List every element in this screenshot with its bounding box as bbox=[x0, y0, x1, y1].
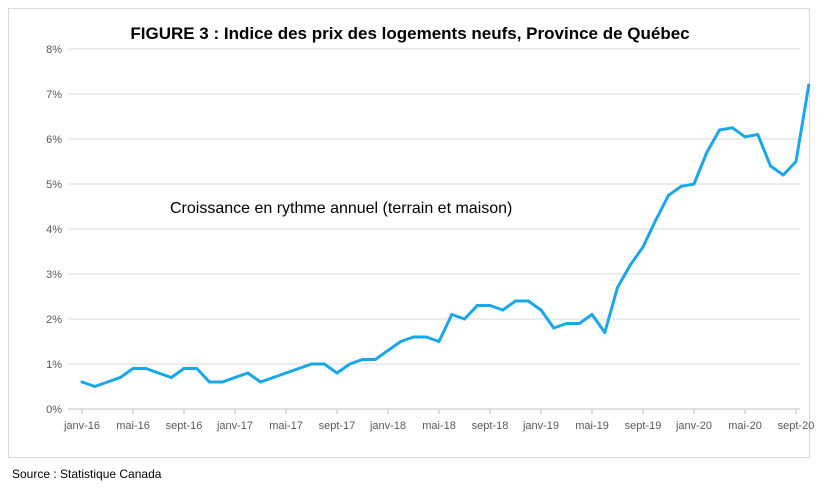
x-tick-label: mai-18 bbox=[422, 420, 456, 432]
y-tick-label: 4% bbox=[46, 224, 62, 236]
x-tick-label: sept-20 bbox=[778, 420, 815, 432]
data-point bbox=[361, 358, 364, 361]
data-point bbox=[157, 371, 160, 375]
data-point bbox=[475, 304, 479, 307]
data-point bbox=[310, 362, 313, 366]
data-point bbox=[399, 340, 403, 343]
data-point bbox=[284, 371, 288, 375]
series-line bbox=[81, 84, 811, 388]
y-tick-label: 6% bbox=[46, 134, 62, 146]
data-point bbox=[667, 193, 670, 197]
y-tick-label: 2% bbox=[46, 314, 62, 326]
data-point bbox=[220, 380, 224, 384]
data-point bbox=[807, 83, 811, 87]
data-point bbox=[692, 182, 696, 186]
data-point bbox=[144, 367, 148, 370]
data-point bbox=[463, 317, 466, 321]
y-tick-label: 7% bbox=[46, 89, 62, 101]
data-point bbox=[131, 367, 135, 370]
y-tick-label: 5% bbox=[46, 179, 62, 191]
data-point bbox=[488, 304, 492, 307]
data-point bbox=[730, 126, 734, 130]
chart-annotation: Croissance en rythme annuel (terrain et … bbox=[170, 200, 513, 217]
data-point bbox=[246, 371, 250, 375]
x-tick-label: sept-19 bbox=[625, 420, 662, 432]
data-point bbox=[412, 335, 415, 339]
data-point bbox=[641, 245, 645, 249]
data-point bbox=[628, 263, 632, 267]
data-point bbox=[552, 326, 556, 330]
data-point bbox=[769, 164, 772, 168]
data-point bbox=[118, 376, 122, 379]
data-point bbox=[233, 376, 237, 379]
x-tick-label: mai-19 bbox=[575, 420, 609, 432]
chart-frame bbox=[8, 8, 810, 458]
data-point bbox=[590, 313, 594, 316]
data-point bbox=[373, 358, 377, 361]
data-point bbox=[195, 367, 199, 370]
data-point bbox=[743, 135, 747, 139]
y-tick-label: 1% bbox=[46, 359, 62, 371]
x-tick-label: janv-17 bbox=[216, 420, 253, 432]
data-point bbox=[679, 184, 683, 188]
data-point bbox=[348, 362, 352, 366]
data-point bbox=[756, 133, 760, 136]
data-point bbox=[271, 376, 275, 379]
y-tick-label: 0% bbox=[46, 404, 62, 416]
x-tick-label: janv-18 bbox=[369, 420, 406, 432]
data-point bbox=[705, 151, 709, 154]
source-note: Source : Statistique Canada bbox=[12, 467, 162, 481]
x-tick-label: sept-18 bbox=[472, 420, 509, 432]
data-point bbox=[437, 340, 441, 343]
data-point bbox=[169, 376, 173, 379]
x-tick-label: mai-16 bbox=[116, 420, 150, 432]
y-tick-label: 8% bbox=[46, 44, 62, 56]
x-tick-label: sept-16 bbox=[166, 420, 203, 432]
x-tick-label: janv-16 bbox=[63, 420, 100, 432]
data-point bbox=[526, 299, 530, 303]
data-point bbox=[718, 128, 721, 132]
data-point bbox=[386, 349, 390, 352]
data-point bbox=[335, 371, 339, 375]
data-point bbox=[514, 299, 517, 303]
data-point bbox=[106, 380, 109, 384]
data-point bbox=[424, 335, 428, 339]
data-point bbox=[565, 322, 568, 325]
data-point bbox=[654, 218, 658, 222]
data-point bbox=[80, 380, 84, 384]
data-point bbox=[794, 160, 798, 163]
data-point bbox=[450, 313, 454, 316]
x-tick-label: janv-20 bbox=[675, 420, 712, 432]
data-point bbox=[259, 380, 262, 384]
data-point bbox=[182, 367, 186, 370]
data-point bbox=[539, 308, 543, 312]
x-tick-label: mai-20 bbox=[728, 420, 762, 432]
data-point bbox=[616, 286, 619, 289]
data-point bbox=[603, 331, 607, 334]
x-tick-label: janv-19 bbox=[522, 420, 559, 432]
data-point bbox=[781, 173, 785, 177]
x-tick-label: sept-17 bbox=[319, 420, 356, 432]
data-point bbox=[297, 367, 301, 370]
data-point bbox=[93, 385, 97, 388]
y-tick-label: 3% bbox=[46, 269, 62, 281]
data-point bbox=[501, 308, 505, 312]
data-point bbox=[577, 322, 581, 325]
data-point bbox=[208, 380, 211, 384]
chart-title: FIGURE 3 : Indice des prix des logements… bbox=[130, 24, 690, 43]
data-point bbox=[322, 362, 326, 366]
x-tick-label: mai-17 bbox=[269, 420, 303, 432]
